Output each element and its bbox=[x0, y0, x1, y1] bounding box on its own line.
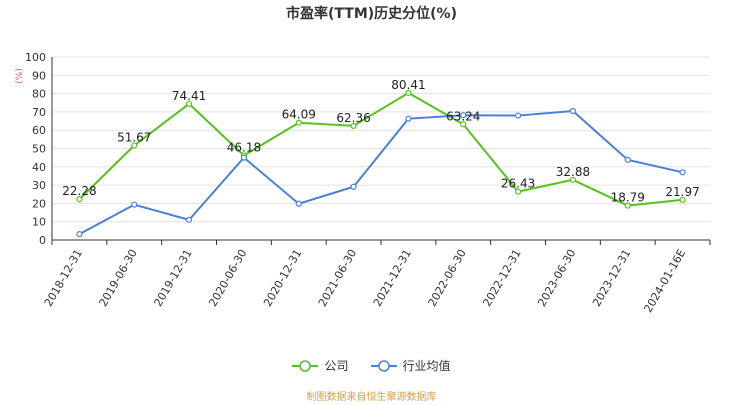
legend-industry-label: 行业均值 bbox=[402, 359, 451, 373]
x-tick-label: 2024-01-16E bbox=[641, 247, 688, 315]
x-tick-label: 2022-06-30 bbox=[426, 247, 469, 309]
y-tick-label: 30 bbox=[32, 179, 46, 192]
y-tick-label: 70 bbox=[32, 106, 46, 119]
industry-series-line bbox=[78, 109, 683, 236]
y-tick-label: 10 bbox=[32, 216, 46, 229]
chart-title: 市盈率(TTM)历史分位(%) bbox=[286, 6, 457, 22]
company-data-label: 74.41 bbox=[172, 89, 206, 103]
x-tick-label: 2023-06-30 bbox=[535, 247, 578, 309]
axes: 0 10 20 30 40 50 60 70 80 90 100(%) 2018-12-31 2019-… bbox=[15, 51, 711, 315]
company-data-label: 46.18 bbox=[227, 140, 261, 154]
y-tick-label: 90 bbox=[32, 69, 46, 82]
company-data-point bbox=[405, 89, 412, 96]
company-data-point bbox=[295, 119, 302, 126]
y-tick-label: 50 bbox=[32, 143, 46, 156]
y-tick-label: 20 bbox=[32, 197, 46, 210]
industry-data-point bbox=[76, 231, 83, 238]
legend: 公司 行业均值 bbox=[0, 357, 743, 374]
grid-lines bbox=[52, 56, 710, 223]
company-data-point bbox=[76, 196, 83, 203]
x-tick-label: 2021-12-31 bbox=[371, 247, 414, 309]
x-tick-label: 2020-12-31 bbox=[261, 247, 304, 309]
industry-data-point bbox=[350, 183, 357, 190]
company-data-label: 22.28 bbox=[62, 184, 96, 198]
legend-item-industry[interactable]: 行业均值 bbox=[370, 357, 451, 374]
company-series-line bbox=[78, 91, 683, 207]
company-data-point bbox=[569, 176, 577, 183]
company-data-point bbox=[679, 196, 686, 203]
industry-data-point bbox=[405, 115, 412, 122]
company-data-label: 64.09 bbox=[282, 108, 316, 122]
y-tick-label: 40 bbox=[32, 161, 46, 174]
data-labels: 22.28 51.67 74.41 46.18 64.09 62.36 80.41 63.24… bbox=[62, 78, 700, 205]
y-tick-label: 0 bbox=[39, 234, 46, 247]
legend-company-label: 公司 bbox=[324, 359, 349, 373]
company-data-point bbox=[350, 122, 357, 129]
y-tick-label: 100 bbox=[25, 51, 46, 64]
x-tick-label: 2018-12-31 bbox=[42, 247, 85, 309]
company-data-point bbox=[460, 121, 467, 128]
company-data-label: 80.41 bbox=[391, 78, 425, 92]
company-data-point bbox=[131, 142, 138, 149]
company-data-label: 63.24 bbox=[446, 109, 480, 123]
x-tick-label: 2022-12-31 bbox=[480, 247, 523, 309]
series-layer bbox=[76, 89, 686, 238]
x-tick-label: 2019-06-30 bbox=[97, 247, 140, 309]
x-tick-label: 2023-12-31 bbox=[590, 247, 633, 309]
industry-data-point bbox=[295, 200, 302, 207]
industry-data-point bbox=[679, 169, 686, 176]
y-tick-label: 60 bbox=[32, 124, 46, 137]
company-data-label: 32.88 bbox=[556, 165, 590, 179]
x-tick-label: 2019-12-31 bbox=[151, 247, 194, 309]
x-tick-label: 2021-06-30 bbox=[316, 247, 359, 309]
industry-data-point bbox=[131, 201, 138, 208]
company-data-label: 21.97 bbox=[665, 185, 699, 199]
source-note: 制图数据来自恒生聚源数据库 bbox=[306, 392, 437, 403]
industry-data-point bbox=[514, 112, 522, 119]
company-data-label: 62.36 bbox=[336, 111, 370, 125]
legend-company-marker-icon bbox=[292, 359, 319, 372]
company-data-point bbox=[624, 202, 631, 209]
y-tick-label: 80 bbox=[32, 88, 46, 101]
company-data-label: 51.67 bbox=[117, 130, 151, 144]
x-tick-label: 2020-06-30 bbox=[206, 247, 249, 309]
industry-data-point bbox=[240, 154, 248, 161]
industry-data-point bbox=[460, 112, 467, 119]
company-data-label: 26.43 bbox=[501, 177, 535, 191]
legend-item-company[interactable]: 公司 bbox=[292, 357, 349, 374]
company-data-point bbox=[514, 188, 522, 195]
industry-data-point bbox=[624, 156, 631, 163]
industry-data-point bbox=[185, 216, 193, 223]
company-data-point bbox=[185, 100, 193, 107]
company-data-label: 18.79 bbox=[611, 191, 645, 205]
legend-industry-marker-icon bbox=[370, 359, 397, 372]
y-axis-unit-label: (%) bbox=[15, 68, 25, 84]
industry-data-point bbox=[569, 107, 577, 115]
